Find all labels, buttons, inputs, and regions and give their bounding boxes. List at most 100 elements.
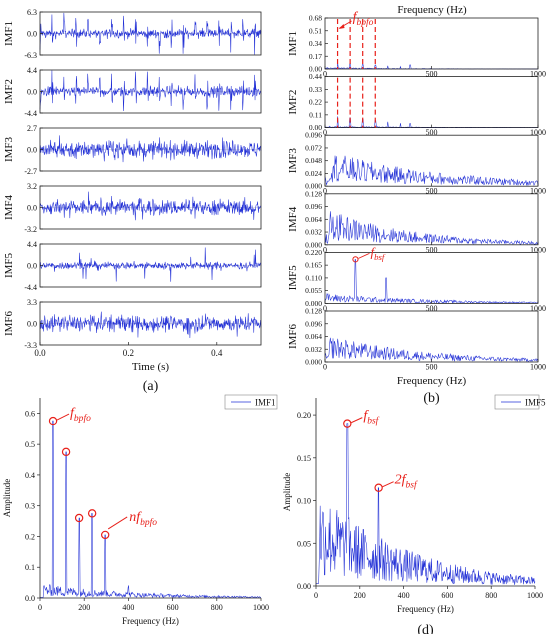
bpfo-label: fbpfo — [70, 406, 91, 424]
x-tick-label: 400 — [122, 603, 134, 612]
y-tick-label: 0.0 — [27, 88, 37, 97]
y-tick-label: 0.00 — [309, 123, 322, 132]
imf-label: IMF1 — [3, 21, 15, 46]
y-tick-label: -2.7 — [24, 167, 37, 176]
y-tick-label: 4.4 — [27, 66, 37, 75]
bpfo-label-base: f — [353, 10, 359, 25]
panel-b: Frequency (Hz)0.680.510.340.170.000 500 10… — [287, 4, 546, 406]
nbpfo-label: nfbpfo — [129, 510, 157, 528]
x-tick-label: 500 — [426, 187, 438, 196]
y-axis-label: Amplitude — [282, 473, 292, 512]
y-axis-label: Amplitude — [2, 479, 12, 518]
y-tick-label: 0.0 — [27, 204, 37, 213]
x-tick-label: 0 — [314, 591, 318, 600]
bpfo-label-base: f — [70, 406, 76, 421]
peak-marker-circle — [87, 509, 97, 518]
y-tick-label: 0.0 — [27, 146, 37, 155]
x-tick-label: 0.0 — [34, 348, 46, 358]
y-tick-label: 0.032 — [305, 345, 322, 354]
x-tick-label: 1000 — [530, 128, 546, 137]
panel-caption: (b) — [423, 391, 440, 406]
plot-frame — [324, 310, 539, 363]
peak-marker-circle — [61, 447, 71, 457]
bsf-marker-circle — [352, 256, 359, 263]
annotation-arrow — [351, 417, 363, 424]
imf-label: IMF2 — [287, 90, 299, 115]
bpfo-label-subscript: bpfo — [356, 17, 373, 28]
y-tick-label: 3.2 — [27, 182, 37, 191]
x-tick-label: 1000 — [253, 603, 269, 612]
y-tick-label: -3.2 — [24, 225, 37, 234]
x-tick-label: 0 — [323, 304, 327, 313]
x-tick-label: 0 — [323, 187, 327, 196]
bsf-label-subscript: bsf — [367, 416, 379, 427]
plot-frame — [324, 76, 539, 128]
y-tick-label: 0.0 — [25, 594, 35, 603]
plot-frame — [324, 251, 539, 304]
bpfo-label: fbpfo — [353, 10, 374, 28]
bsf-label-base: f — [370, 244, 376, 259]
y-tick-label: 0.096 — [305, 202, 322, 211]
spectrum-panel-imf1: 0.68 0.51 0.34 0.17 0.000 500 1000 IMF1 — [287, 14, 546, 79]
x-tick-label: 500 — [426, 128, 438, 137]
bsf-label-base: f — [363, 409, 369, 424]
y-tick-label: 0.032 — [305, 228, 322, 237]
imf-label: IMF4 — [287, 206, 299, 232]
y-tick-label: 0.000 — [305, 358, 322, 367]
y-tick-label: 0.22 — [309, 98, 322, 107]
x-tick-label: 400 — [398, 591, 410, 600]
imf-label: IMF5 — [3, 252, 15, 278]
legend-label: IMF5 — [525, 398, 546, 408]
spectrum-line — [324, 337, 539, 363]
y-tick-label: 0.024 — [305, 169, 322, 178]
y-tick-label: 0.10 — [297, 497, 311, 506]
legend-label: IMF1 — [255, 398, 276, 408]
x-tick-label: 500 — [426, 70, 438, 79]
y-tick-label: 0.096 — [305, 319, 322, 328]
panel-caption: (d) — [417, 623, 434, 634]
x-tick-label: 0 — [38, 603, 42, 612]
imf-waveform — [39, 12, 262, 55]
peak-marker-circle — [374, 483, 383, 492]
y-tick-label: 0.34 — [309, 39, 322, 48]
y-tick-label: 0.000 — [305, 299, 322, 308]
imf-panel-imf1: 6.3 0.0 -6.3 IMF1 — [3, 8, 262, 60]
imf-label: IMF6 — [3, 310, 15, 336]
nbpfo-label-base: nf — [129, 510, 142, 525]
spectrum-line — [40, 420, 262, 599]
annotation-arrow — [382, 481, 394, 488]
y-tick-label: 0.048 — [305, 156, 322, 165]
bpfo-arrowhead — [338, 24, 345, 29]
y-tick-label: 0.15 — [297, 454, 311, 463]
peak-marker-circle — [343, 419, 352, 428]
imf-panel-imf4: 3.2 0.0 -3.2 IMF4 — [3, 182, 262, 234]
y-tick-label: 0.3 — [25, 502, 35, 511]
annotation-arrow — [56, 413, 70, 421]
x-axis-label: Frequency (Hz) — [397, 604, 454, 614]
x-tick-label: 0.4 — [211, 348, 223, 358]
imf-waveform — [39, 247, 262, 282]
bsf2-label-base: 2f — [395, 473, 408, 488]
y-tick-label: 0.0 — [27, 262, 37, 271]
imf-panel-imf6: 3.3 0.0 -3.3 IMF6 — [3, 298, 262, 350]
imf-waveform — [39, 311, 262, 339]
y-tick-label: 0.0 — [27, 320, 37, 329]
bsf-label-subscript: bsf — [374, 252, 386, 262]
bsf-label: fbsf — [363, 409, 379, 427]
x-tick-label: 0 — [323, 363, 327, 372]
y-tick-label: 0.064 — [305, 215, 322, 224]
y-tick-label: 0.4 — [25, 471, 35, 480]
imf-panel-imf5: 4.4 0.0 -4.4 IMF5 — [3, 240, 262, 292]
x-axis-label: Frequency (Hz) — [122, 616, 179, 626]
panel-d: IMF5 0.00 0.05 0.10 0.15 0.20 0 200 400 600 800 100… — [282, 394, 546, 634]
x-tick-label: 0.2 — [123, 348, 134, 358]
peak-marker-circle — [48, 416, 58, 426]
bsf-arrow — [358, 252, 370, 259]
x-tick-label: 500 — [426, 245, 438, 254]
y-tick-label: 0.128 — [305, 189, 322, 198]
